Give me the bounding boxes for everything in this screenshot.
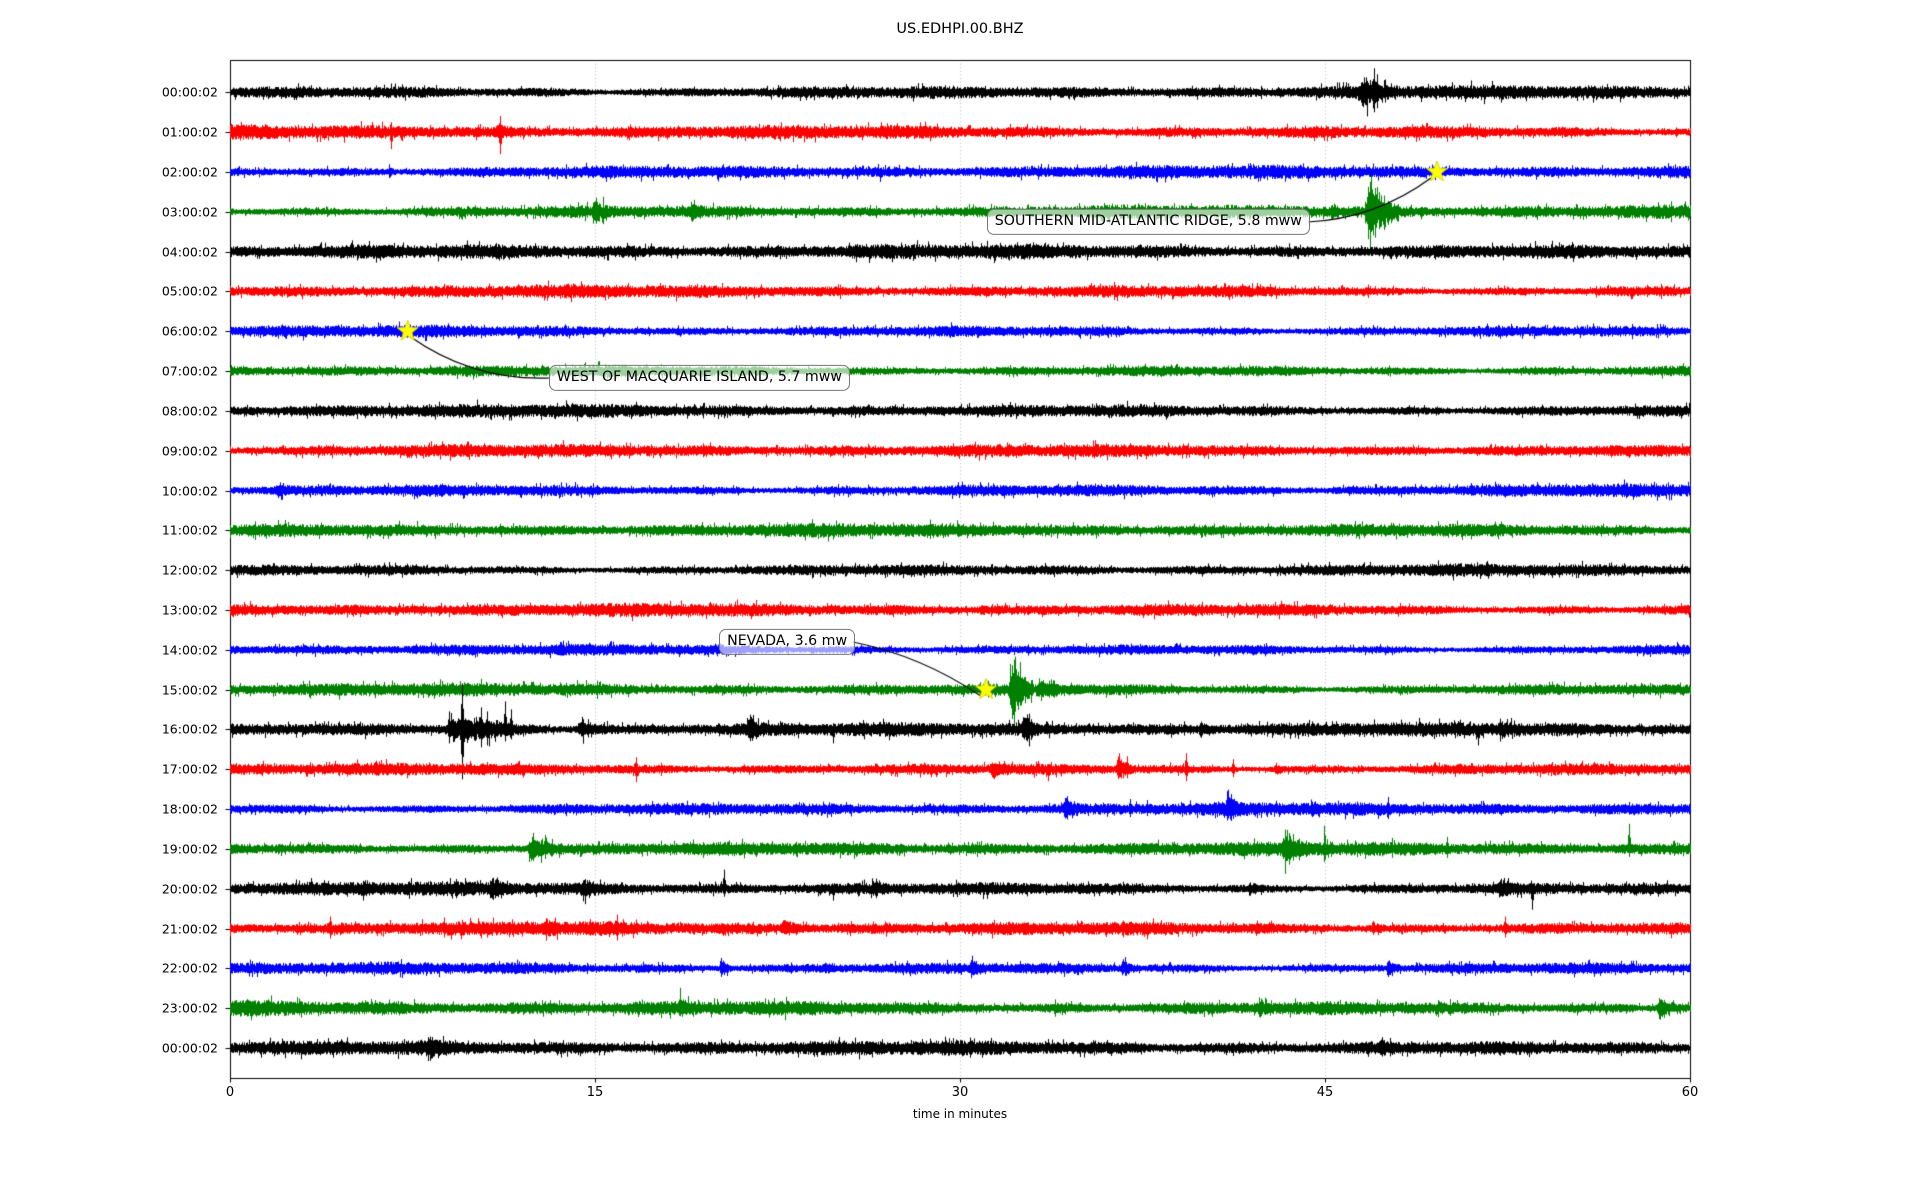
hour-label: 23:00:02 [161,1000,218,1016]
chart-title: US.EDHPI.00.BHZ [896,21,1024,37]
hour-label: 09:00:02 [161,443,218,459]
hour-label: 05:00:02 [161,283,218,299]
x-tick-label: 30 [951,1085,969,1100]
hour-label: 19:00:02 [161,841,218,857]
hour-label: 01:00:02 [161,124,218,140]
hour-label: 20:00:02 [161,881,218,897]
hour-label: 21:00:02 [161,921,218,937]
hour-label: 11:00:02 [161,522,218,538]
hour-label: 08:00:02 [161,403,218,419]
x-tick-label: 15 [586,1085,604,1100]
hour-label: 00:00:02 [161,84,218,100]
event-annotation-west-of-macquarie-island: WEST OF MACQUARIE ISLAND, 5.7 mww [548,364,850,392]
hour-label: 06:00:02 [161,323,218,339]
hour-label: 18:00:02 [161,801,218,817]
x-tick-label: 45 [1316,1085,1334,1100]
hour-label: 03:00:02 [161,204,218,220]
x-tick-label: 0 [225,1085,235,1100]
hour-label: 02:00:02 [161,164,218,180]
hour-label: 14:00:02 [161,642,218,658]
hour-label: 15:00:02 [161,682,218,698]
event-annotation-nevada: NEVADA, 3.6 mw [719,628,856,655]
hour-label: 22:00:02 [161,960,218,976]
hour-label: 17:00:02 [161,761,218,777]
hour-label: 07:00:02 [161,363,218,379]
event-annotation-southern-mid-atlantic-ridge: SOUTHERN MID-ATLANTIC RIDGE, 5.8 mww [986,208,1310,235]
hour-label: 13:00:02 [161,602,218,618]
hour-label: 16:00:02 [161,721,218,737]
hour-label: 10:00:02 [161,483,218,498]
hour-label: 00:00:02 [161,1040,218,1056]
hour-label: 12:00:02 [161,562,218,578]
x-axis-label: time in minutes [912,1107,1008,1121]
hour-label: 04:00:02 [161,244,218,260]
x-tick-label: 60 [1681,1085,1699,1100]
